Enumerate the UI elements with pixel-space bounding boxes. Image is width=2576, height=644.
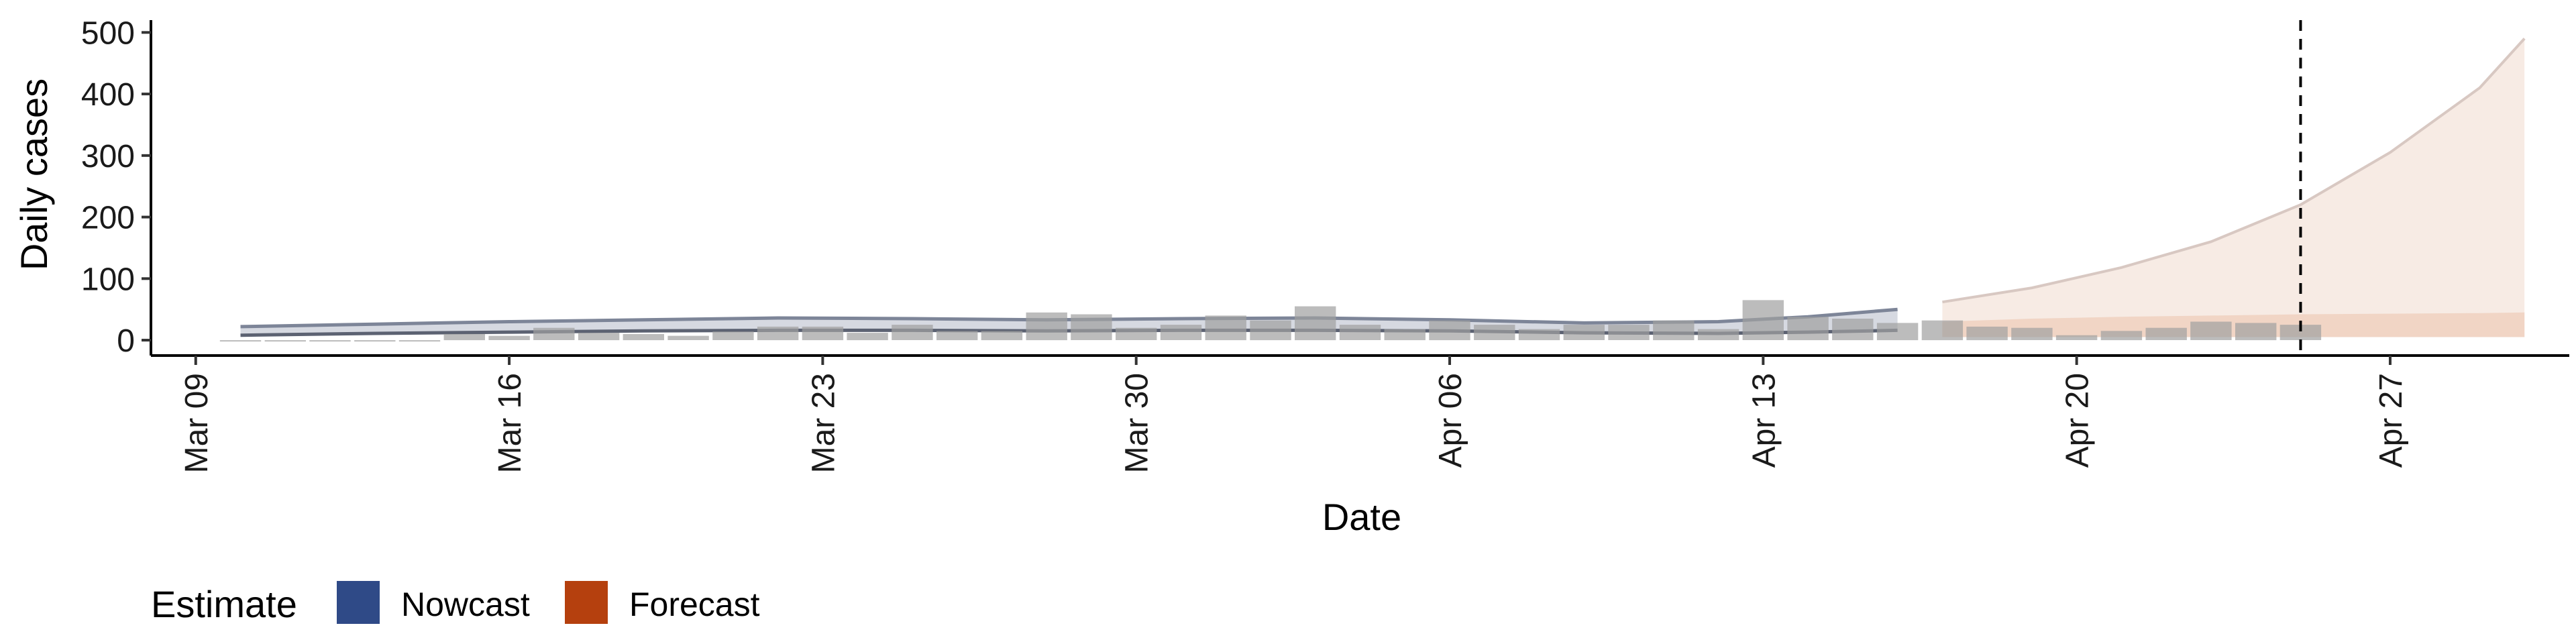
x-tick-label-2020-03-30: Mar 30 bbox=[1120, 373, 1155, 473]
y-tick-label-200: 200 bbox=[81, 201, 135, 236]
bar-2020-04-10 bbox=[1608, 325, 1650, 340]
bar-2020-04-18 bbox=[1966, 326, 2008, 341]
x-tick-label-2020-04-06: Apr 06 bbox=[1433, 373, 1468, 468]
bar-2020-03-13 bbox=[354, 340, 396, 342]
bar-2020-03-18 bbox=[578, 333, 620, 341]
bar-2020-04-13 bbox=[1742, 300, 1784, 340]
bar-2020-04-16 bbox=[1876, 323, 1919, 341]
y-tick-label-100: 100 bbox=[81, 262, 135, 297]
x-axis-title: Date bbox=[1322, 496, 1401, 538]
forecast-inner-band bbox=[1942, 312, 2525, 337]
y-tick-label-0: 0 bbox=[117, 323, 135, 359]
bar-2020-04-02 bbox=[1250, 320, 1291, 341]
bar-2020-03-16 bbox=[488, 335, 530, 340]
bar-2020-03-27 bbox=[981, 331, 1023, 341]
bar-2020-03-30 bbox=[1116, 327, 1157, 340]
bar-2020-04-15 bbox=[1832, 319, 1874, 341]
bar-2020-04-19 bbox=[2011, 327, 2053, 340]
bar-2020-03-11 bbox=[264, 340, 306, 342]
bar-2020-04-03 bbox=[1295, 306, 1336, 341]
forecast-upper-line bbox=[1942, 38, 2526, 304]
legend: Estimate Nowcast Forecast bbox=[151, 581, 760, 625]
y-ticks: 0 100 200 300 400 500 bbox=[81, 15, 151, 359]
bar-2020-04-09 bbox=[1563, 325, 1605, 340]
x-tick-label-2020-03-16: Mar 16 bbox=[492, 373, 528, 473]
bar-2020-04-05 bbox=[1384, 329, 1426, 341]
bar-2020-04-12 bbox=[1697, 329, 1739, 341]
bar-2020-03-22 bbox=[757, 326, 799, 341]
plot-area bbox=[219, 20, 2526, 356]
x-tick-label-2020-03-09: Mar 09 bbox=[179, 373, 215, 473]
bar-2020-03-19 bbox=[623, 333, 664, 341]
bar-2020-04-07 bbox=[1474, 325, 1515, 340]
bar-2020-04-11 bbox=[1653, 320, 1695, 341]
legend-label-nowcast: Nowcast bbox=[401, 586, 530, 623]
x-tick-label-2020-04-20: Apr 20 bbox=[2060, 373, 2096, 468]
bar-2020-03-21 bbox=[712, 331, 754, 340]
bar-2020-03-25 bbox=[892, 325, 933, 340]
legend-title: Estimate bbox=[151, 583, 297, 625]
bar-2020-04-17 bbox=[1921, 320, 1964, 341]
bar-2020-04-14 bbox=[1787, 317, 1829, 341]
bar-2020-03-26 bbox=[936, 331, 978, 341]
x-tick-label-2020-03-23: Mar 23 bbox=[806, 373, 841, 473]
forecast-outer-band bbox=[1942, 38, 2525, 337]
axes: 0 100 200 300 400 500 Mar 09 Mar 16 Mar 23 Mar 3… bbox=[81, 15, 2569, 473]
bar-2020-03-24 bbox=[847, 333, 888, 341]
bar-2020-03-23 bbox=[802, 326, 844, 341]
bar-2020-03-10 bbox=[219, 340, 262, 342]
bar-2020-04-24 bbox=[2235, 323, 2277, 341]
bar-2020-04-20 bbox=[2055, 335, 2098, 340]
y-axis-title: Daily cases bbox=[13, 78, 55, 270]
legend-swatch-forecast bbox=[565, 581, 608, 624]
bar-2020-03-14 bbox=[398, 340, 441, 342]
bar-2020-03-29 bbox=[1071, 314, 1112, 340]
nowcast-lower-line bbox=[240, 328, 1898, 337]
bar-2020-04-08 bbox=[1518, 329, 1560, 341]
y-tick-label-400: 400 bbox=[81, 77, 135, 113]
bar-2020-03-31 bbox=[1160, 325, 1202, 340]
bar-2020-04-06 bbox=[1429, 320, 1470, 341]
bar-2020-04-01 bbox=[1205, 315, 1246, 341]
bar-2020-04-23 bbox=[2190, 321, 2232, 340]
bar-2020-03-17 bbox=[533, 327, 575, 340]
bar-2020-03-28 bbox=[1026, 312, 1067, 341]
bar-2020-03-20 bbox=[667, 335, 709, 340]
y-tick-label-300: 300 bbox=[81, 139, 135, 174]
y-tick-label-500: 500 bbox=[81, 15, 135, 51]
bar-2020-04-04 bbox=[1339, 325, 1381, 340]
x-tick-label-2020-04-27: Apr 27 bbox=[2373, 373, 2409, 468]
bar-2020-04-22 bbox=[2145, 327, 2187, 340]
bar-2020-04-25 bbox=[2279, 325, 2322, 340]
x-ticks: Mar 09 Mar 16 Mar 23 Mar 30 Apr 06 Apr 13 Apr … bbox=[179, 356, 2409, 473]
bar-2020-03-12 bbox=[309, 340, 351, 342]
legend-label-forecast: Forecast bbox=[629, 586, 760, 623]
legend-swatch-nowcast bbox=[337, 581, 380, 624]
nowcast-upper-line bbox=[240, 307, 1898, 329]
bar-2020-04-21 bbox=[2100, 331, 2143, 341]
x-tick-label-2020-04-13: Apr 13 bbox=[1746, 373, 1782, 468]
bar-2020-03-15 bbox=[443, 333, 485, 341]
